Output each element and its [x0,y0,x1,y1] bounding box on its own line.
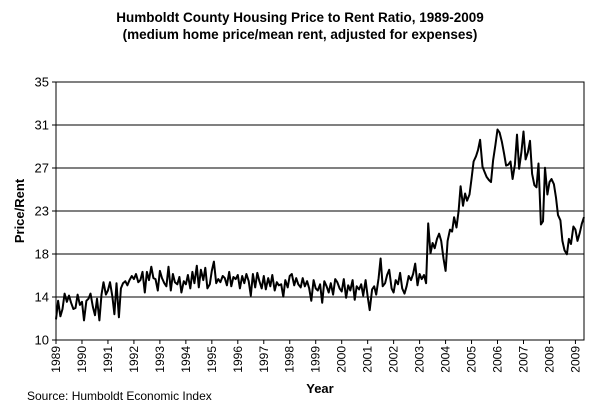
chart-title: Humboldt County Housing Price to Rent Ra… [116,10,484,25]
x-axis-label: Year [306,381,333,396]
x-tick-label: 2005 [465,346,479,373]
x-tick-label: 1995 [205,346,219,373]
x-axis-ticks: 1989 1990 1991 1992 1993 1994 1995 1996 1997 1998… [49,340,582,373]
x-tick-label: 1992 [127,346,141,373]
x-tick-label: 1991 [101,346,115,373]
source-note: Source: Humboldt Economic Index [27,389,212,403]
x-tick-label: 2000 [335,346,349,373]
x-tick-label: 1993 [153,346,167,373]
x-tick-label: 2002 [387,346,401,373]
x-tick-label: 1994 [179,346,193,373]
x-tick-label: 1996 [231,346,245,373]
y-tick-label: 23 [35,204,49,219]
x-tick-label: 1997 [257,346,271,373]
gridlines [56,124,584,298]
y-tick-label: 35 [35,75,49,90]
y-tick-label: 10 [35,333,49,348]
series-line [55,128,585,322]
x-tick-label: 1989 [49,346,63,373]
x-tick-label: 2008 [542,346,556,373]
x-tick-label: 2004 [439,346,453,373]
x-tick-label: 1990 [75,346,89,373]
y-axis-label: Price/Rent [12,178,27,243]
y-tick-label: 14 [35,290,49,305]
x-tick-label: 2009 [568,346,582,373]
x-tick-label: 1999 [309,346,323,373]
x-tick-label: 2001 [361,346,375,373]
y-tick-label: 18 [35,247,49,262]
x-tick-label: 2006 [491,346,505,373]
x-tick-label: 2003 [413,346,427,373]
x-tick-label: 2007 [516,346,530,373]
x-tick-label: 1998 [283,346,297,373]
y-axis-ticks: 10 14 18 23 27 31 35 [35,75,56,348]
y-tick-label: 27 [35,161,49,176]
chart-subtitle: (medium home price/mean rent, adjusted f… [122,27,478,42]
y-tick-label: 31 [35,118,49,133]
